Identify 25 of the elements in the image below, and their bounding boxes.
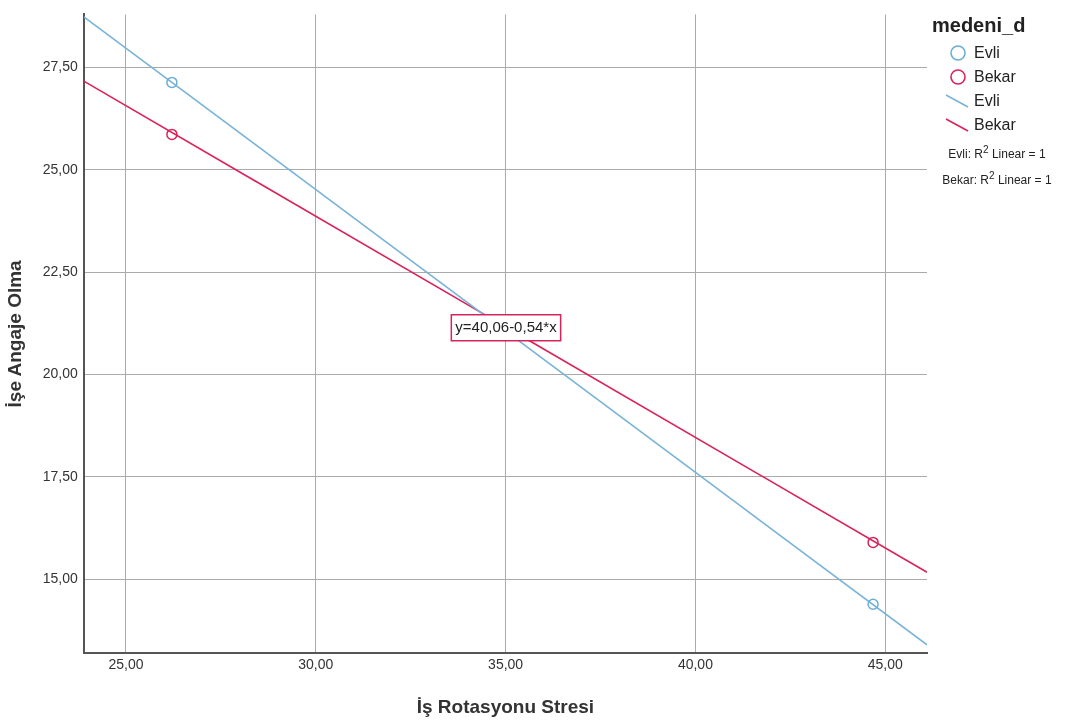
legend-label: Bekar <box>974 68 1016 86</box>
point <box>867 536 879 549</box>
legend-label: Evli <box>974 92 1000 110</box>
y-tick-label: 22,50 <box>42 262 79 279</box>
legend-label: Bekar <box>974 116 1016 134</box>
point <box>166 76 178 89</box>
y-tick-label: 27,50 <box>42 58 79 75</box>
point <box>166 128 178 141</box>
x-tick-label: 30,00 <box>298 655 334 672</box>
point <box>867 598 879 610</box>
x-tick-label: 25,00 <box>108 655 144 672</box>
x-tick-label: 40,00 <box>677 655 714 672</box>
y-axis-title: İşe Angaje Olma <box>3 259 25 408</box>
y-tick-label: 25,00 <box>42 160 79 177</box>
legend-label: Evli <box>974 44 1000 62</box>
legend-title: medeni_d <box>932 14 1027 37</box>
y-tick-label: 20,00 <box>42 365 79 382</box>
x-tick-label: 45,00 <box>867 655 903 672</box>
x-axis-title: İş Rotasyonu Stresi <box>416 695 595 717</box>
x-tick-label: 35,00 <box>488 655 524 672</box>
y-tick-label: 15,00 <box>42 570 79 587</box>
text: Evli: R$^{2}$ Linear = 1 <box>947 143 1047 163</box>
y-tick-label: 17,50 <box>42 467 79 484</box>
text: Bekar: R$^{2}$ Linear = 1 <box>941 169 1053 189</box>
annotation: y=40,06-0,54*x <box>455 317 558 335</box>
